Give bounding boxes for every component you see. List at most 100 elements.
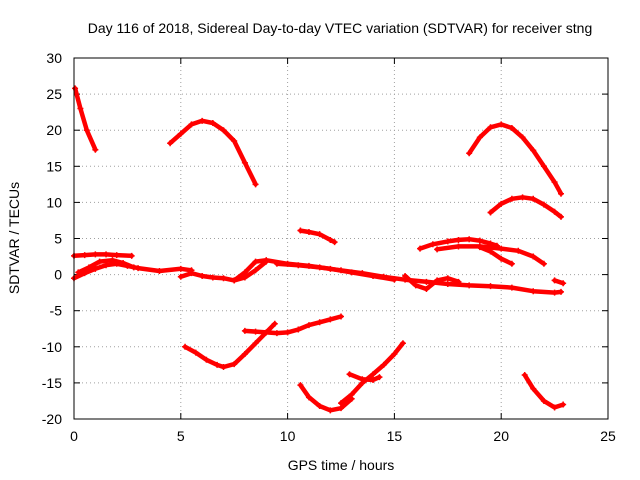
- data-point: [540, 260, 547, 267]
- series-group: [71, 85, 567, 414]
- data-point: [167, 140, 174, 147]
- grid: [74, 58, 608, 419]
- data-point: [241, 327, 248, 334]
- series-arc-9: [477, 244, 515, 267]
- data-point: [316, 319, 323, 326]
- data-point: [182, 343, 189, 350]
- data-point: [466, 150, 473, 157]
- series-arc-1: [72, 86, 98, 152]
- data-point: [220, 275, 227, 282]
- data-point: [508, 125, 515, 132]
- data-point: [530, 385, 537, 392]
- data-point: [241, 274, 248, 281]
- data-point: [508, 195, 515, 202]
- y-tick-label: 5: [54, 231, 62, 247]
- data-point: [113, 252, 120, 259]
- data-point: [252, 340, 259, 347]
- data-point: [220, 127, 227, 134]
- data-point: [391, 351, 398, 358]
- plot-frame: [73, 57, 609, 420]
- data-point: [284, 329, 291, 336]
- data-point: [316, 403, 323, 410]
- data-point: [92, 265, 99, 272]
- data-point: [519, 134, 526, 141]
- x-tick-label: 15: [387, 428, 403, 444]
- data-point: [417, 245, 424, 252]
- data-point: [487, 124, 494, 131]
- series-arc-19: [298, 382, 354, 413]
- data-point: [466, 282, 473, 289]
- data-point: [81, 252, 88, 259]
- data-point: [96, 258, 103, 265]
- data-point: [192, 349, 199, 356]
- data-point: [487, 209, 494, 216]
- data-point: [498, 200, 505, 207]
- data-point: [295, 326, 302, 333]
- data-point: [327, 407, 334, 414]
- data-point: [177, 265, 184, 272]
- data-point: [273, 260, 280, 267]
- data-point: [551, 289, 558, 296]
- data-point: [530, 288, 537, 295]
- data-point: [188, 121, 195, 128]
- data-point: [271, 320, 278, 327]
- data-point: [338, 313, 344, 320]
- y-tick-label: -20: [42, 411, 62, 427]
- data-point: [177, 273, 184, 280]
- data-point: [476, 134, 483, 141]
- y-axis-label: SDTVAR / TECUs: [6, 182, 22, 294]
- data-point: [498, 245, 505, 252]
- data-point: [252, 328, 259, 335]
- data-point: [429, 241, 436, 248]
- data-point: [560, 280, 567, 287]
- x-tick-label: 0: [70, 428, 78, 444]
- data-point: [359, 270, 366, 277]
- y-tick-label: 10: [46, 194, 62, 210]
- data-point: [476, 244, 483, 251]
- data-point: [231, 361, 238, 368]
- data-point: [305, 394, 312, 401]
- data-point: [305, 322, 312, 329]
- y-tick-label: 0: [54, 267, 62, 283]
- data-point: [252, 181, 259, 188]
- data-point: [508, 260, 515, 267]
- data-point: [177, 130, 184, 137]
- data-point: [402, 273, 409, 280]
- series-arc-4: [488, 195, 564, 220]
- data-point: [346, 371, 353, 378]
- data-point: [348, 391, 355, 398]
- data-point: [508, 284, 515, 291]
- data-point: [72, 85, 79, 92]
- y-tick-label: -5: [50, 303, 63, 319]
- data-point: [455, 243, 462, 250]
- series-arc-21: [347, 371, 382, 383]
- data-point: [376, 374, 383, 381]
- x-tick-label: 10: [280, 428, 296, 444]
- data-point: [128, 252, 135, 259]
- data-point: [444, 238, 451, 245]
- x-tick-label: 5: [177, 428, 185, 444]
- data-point: [316, 264, 323, 271]
- data-point: [83, 127, 90, 134]
- data-point: [295, 262, 302, 269]
- y-tick-label: 20: [46, 122, 62, 138]
- data-point: [297, 227, 304, 234]
- y-tick-label: 15: [46, 158, 62, 174]
- data-point: [434, 277, 441, 284]
- data-point: [209, 274, 216, 281]
- data-point: [263, 329, 270, 336]
- data-point: [380, 273, 387, 280]
- data-point: [103, 262, 110, 269]
- x-tick-label: 20: [493, 428, 509, 444]
- data-point: [120, 260, 127, 267]
- data-point: [109, 257, 116, 264]
- data-point: [241, 159, 248, 166]
- data-point: [558, 213, 565, 220]
- data-point: [423, 278, 430, 285]
- data-point: [75, 269, 82, 276]
- data-point: [203, 356, 210, 363]
- data-point: [498, 121, 505, 128]
- x-tick-label: 25: [600, 428, 616, 444]
- data-point: [498, 255, 505, 262]
